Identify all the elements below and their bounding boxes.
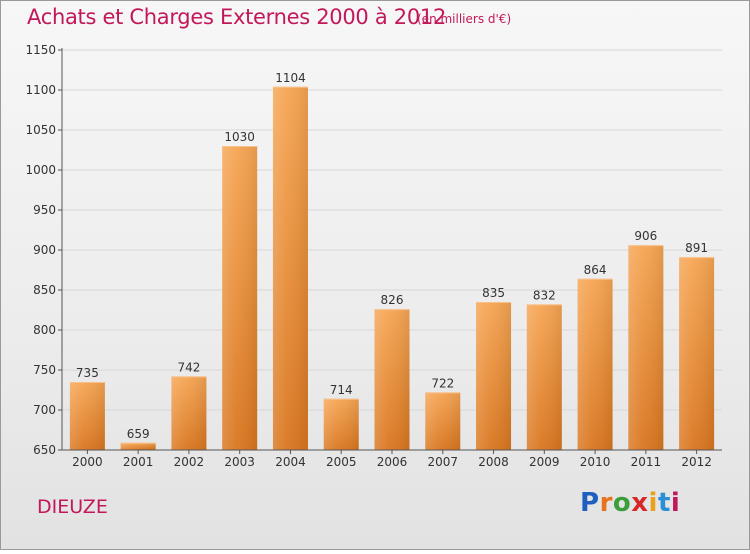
bar-shine (476, 302, 512, 450)
bar-shine (69, 382, 105, 450)
bars (69, 86, 715, 451)
data-label: 891 (685, 241, 708, 255)
y-tick-label: 850 (33, 283, 56, 297)
x-tick-label: 2010 (580, 455, 611, 469)
data-label: 722 (431, 376, 454, 390)
data-label: 714 (330, 383, 353, 397)
y-tick-label: 900 (33, 243, 56, 257)
x-tick-label: 2012 (681, 455, 712, 469)
bar-shine (679, 257, 715, 450)
chart-title: Achats et Charges Externes 2000 à 2012 (27, 5, 447, 29)
x-tick-label: 2005 (326, 455, 357, 469)
x-tick-label: 2002 (174, 455, 205, 469)
data-label: 835 (482, 286, 505, 300)
y-tick-label: 950 (33, 203, 56, 217)
bar-shine (323, 398, 359, 450)
bar-shine (272, 86, 308, 451)
y-tick-label: 700 (33, 403, 56, 417)
bar-shine (628, 245, 664, 450)
logo-letter: i (648, 488, 658, 518)
bar-shine (171, 376, 207, 450)
logo-letter: P (580, 488, 600, 518)
logo-letter: x (631, 488, 649, 518)
x-tick-label: 2000 (72, 455, 103, 469)
bar-shine (222, 146, 258, 450)
y-tick-label: 1000 (25, 163, 56, 177)
data-label: 826 (381, 293, 404, 307)
bar-shine (120, 442, 156, 450)
x-tick-label: 2011 (631, 455, 662, 469)
data-label: 742 (177, 360, 200, 374)
x-tick-label: 2008 (478, 455, 509, 469)
bar-shine (577, 278, 613, 450)
y-tick-label: 1100 (25, 83, 56, 97)
y-tick-label: 650 (33, 443, 56, 457)
bar-shine (526, 304, 562, 450)
bar-shine (374, 309, 410, 450)
data-labels: 735 659 742 1030 1104 714 826 722 835 832 864 906 89… (76, 71, 708, 441)
data-label: 1030 (224, 130, 255, 144)
x-tick-label: 2009 (529, 455, 560, 469)
y-tick-label: 800 (33, 323, 56, 337)
data-label: 832 (533, 288, 556, 302)
bar-shine (425, 392, 461, 450)
x-tick-label: 2003 (224, 455, 255, 469)
data-label: 659 (127, 427, 150, 441)
x-tick-label: 2001 (123, 455, 154, 469)
proxiti-logo: Proxiti (580, 488, 680, 518)
logo-letter: r (599, 488, 613, 518)
y-tick-label: 1150 (25, 43, 56, 57)
y-tick-label: 750 (33, 363, 56, 377)
commune-name: DIEUZE (37, 496, 108, 518)
x-tick-label: 2006 (377, 455, 408, 469)
y-tick-label: 1050 (25, 123, 56, 137)
data-label: 906 (634, 229, 657, 243)
data-label: 735 (76, 366, 99, 380)
chart-subtitle: (en milliers d'€) (417, 12, 512, 26)
x-tick-label: 2004 (275, 455, 306, 469)
logo-letter: o (612, 488, 632, 518)
axes: 650 700 750 800 850 900 950 1000 1050 1100 1150 200… (25, 43, 722, 469)
logo-letter: i (670, 488, 681, 518)
data-label: 864 (584, 263, 607, 277)
data-label: 1104 (275, 71, 306, 85)
x-tick-label: 2007 (427, 455, 458, 469)
logo-letter: t (657, 488, 671, 518)
